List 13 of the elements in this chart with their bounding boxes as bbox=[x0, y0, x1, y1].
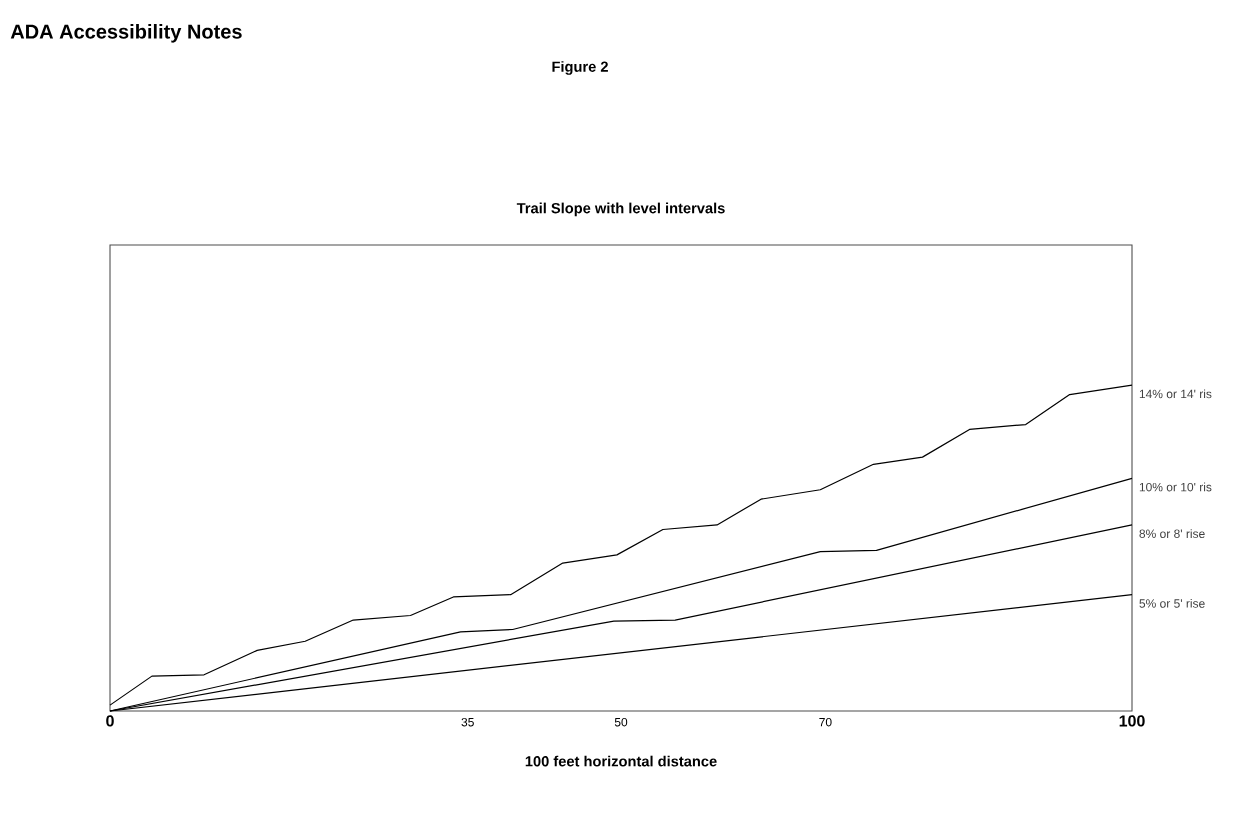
chart-title: Trail Slope with level intervals bbox=[516, 202, 725, 217]
series-label: 10% or 10' ris bbox=[1139, 482, 1212, 492]
caption: Figure 2 bbox=[552, 61, 608, 75]
series-label: 5% or 5' rise bbox=[1139, 598, 1205, 608]
x-tick-label: 50 bbox=[614, 717, 628, 727]
series-label: 8% or 8' rise bbox=[1139, 529, 1205, 538]
x-tick-label: 0 bbox=[106, 715, 114, 727]
series-label: 14% or 14' ris bbox=[1139, 389, 1212, 399]
x-tick-label: 35 bbox=[461, 717, 474, 727]
x-axis-title: 100 feet horizontal distance bbox=[525, 755, 717, 767]
x-tick-label: 70 bbox=[819, 717, 832, 727]
text: ADA Accessibility Notes bbox=[10, 24, 242, 43]
x-tick-label: 100 bbox=[1119, 715, 1145, 727]
